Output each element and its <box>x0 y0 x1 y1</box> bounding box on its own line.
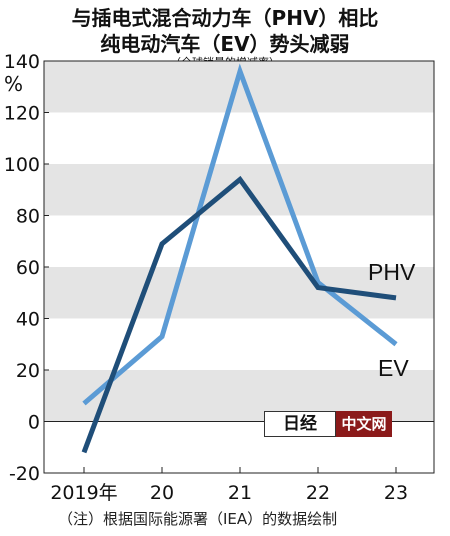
chart-title-line1: 与插电式混合动力车（PHV）相比 <box>71 6 379 30</box>
y-tick-label: -20 <box>9 463 40 485</box>
x-tick-label: 2019年 <box>50 482 117 504</box>
series-line-ev <box>82 63 398 406</box>
y-tick-label: 140 <box>4 51 40 73</box>
y-tick-label: 0 <box>28 412 40 434</box>
chart-title-line2: 纯电动汽车（EV）势头减弱 <box>100 32 350 56</box>
y-axis-unit: % <box>4 72 24 96</box>
series-label-ev: EV <box>378 355 409 381</box>
y-tick-label: 20 <box>16 360 40 382</box>
x-tick-label: 21 <box>228 482 252 504</box>
y-tick-label: 80 <box>16 206 40 228</box>
x-tick-label: 20 <box>150 482 174 504</box>
y-tick-label: 100 <box>4 154 40 176</box>
x-tick-label: 22 <box>306 482 330 504</box>
y-tick-label: 40 <box>16 309 40 331</box>
watermark: 日经 中文网 <box>264 411 392 437</box>
series-line-phv <box>81 175 397 454</box>
footnote: （注）根据国际能源署（IEA）的数据绘制 <box>58 510 338 528</box>
series-label-phv: PHV <box>368 259 416 285</box>
watermark-logo-right: 中文网 <box>336 411 392 437</box>
y-tick-label: 60 <box>16 257 40 279</box>
grid-band <box>44 164 434 216</box>
watermark-logo-left: 日经 <box>264 411 336 437</box>
x-tick-label: 23 <box>384 482 408 504</box>
y-tick-label: 120 <box>4 103 40 125</box>
